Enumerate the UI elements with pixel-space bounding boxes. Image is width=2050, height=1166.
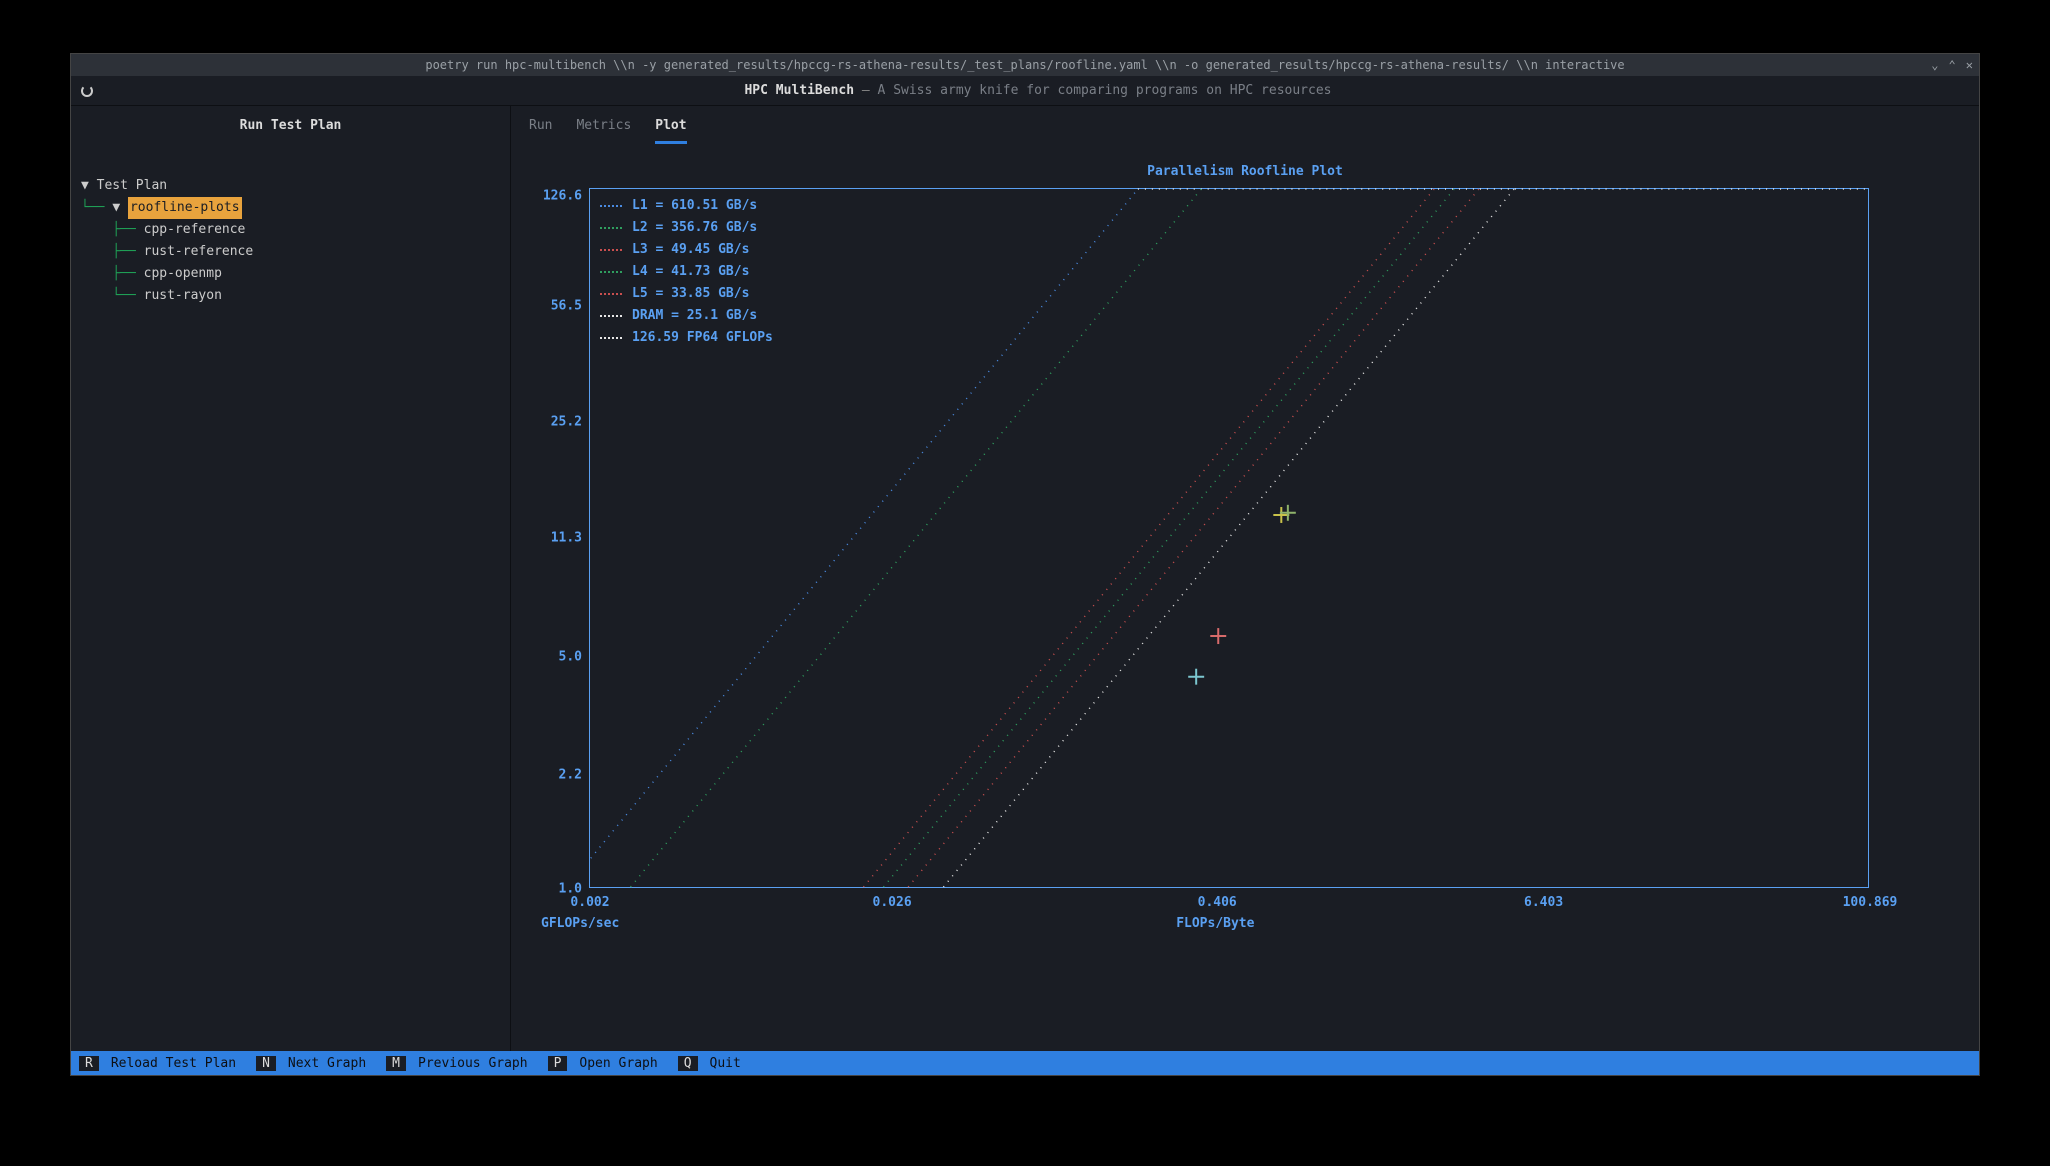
legend-label: L1 = 610.51 GB/s bbox=[632, 195, 757, 217]
roof-line-l4 bbox=[884, 189, 1455, 887]
footer-action: Reload Test Plan bbox=[107, 1056, 240, 1071]
x-axis-label: FLOPs/Byte bbox=[1176, 916, 1254, 931]
legend-row: 126.59 FP64 GFLOPs bbox=[600, 327, 773, 349]
main-panel: Run Metrics Plot Parallelism Roofline Plot… bbox=[511, 106, 1979, 1051]
headline-text: HPC MultiBench — A Swiss army knife for … bbox=[107, 83, 1969, 98]
legend-row: L3 = 49.45 GB/s bbox=[600, 239, 773, 261]
app-name: HPC MultiBench bbox=[744, 83, 854, 98]
footer-key-m[interactable]: M bbox=[386, 1056, 406, 1071]
close-icon[interactable]: ✕ bbox=[1966, 58, 1973, 72]
footer-action: Previous Graph bbox=[414, 1056, 532, 1071]
plot-area: Parallelism Roofline Plot L1 = 610.51 GB… bbox=[529, 164, 1961, 1041]
loading-spinner-icon bbox=[81, 85, 93, 97]
y-tick: 56.5 bbox=[551, 298, 590, 313]
roof-line-dram bbox=[943, 189, 1514, 887]
tree-root-label[interactable]: Test Plan bbox=[97, 175, 167, 197]
y-tick: 2.2 bbox=[559, 767, 590, 782]
sidebar: Run Test Plan ▼ Test Plan└── ▼ roofline-… bbox=[71, 106, 511, 1051]
legend-row: L5 = 33.85 GB/s bbox=[600, 283, 773, 305]
tree-item-rust-rayon[interactable]: rust-rayon bbox=[144, 285, 222, 307]
legend-label: 126.59 FP64 GFLOPs bbox=[632, 327, 773, 349]
tab-metrics[interactable]: Metrics bbox=[576, 118, 631, 141]
legend-row: L4 = 41.73 GB/s bbox=[600, 261, 773, 283]
x-tick: 0.026 bbox=[873, 887, 912, 910]
legend-row: DRAM = 25.1 GB/s bbox=[600, 305, 773, 327]
tab-run[interactable]: Run bbox=[529, 118, 552, 141]
legend-swatch-icon bbox=[600, 293, 622, 295]
marker-pt-a bbox=[1188, 669, 1204, 685]
tab-plot[interactable]: Plot bbox=[655, 118, 686, 144]
chart-title: Parallelism Roofline Plot bbox=[529, 164, 1961, 179]
tree-branch-icon: ├── bbox=[81, 263, 144, 285]
x-tick: 100.869 bbox=[1843, 887, 1898, 910]
minimize-icon[interactable]: ⌄ bbox=[1931, 58, 1938, 72]
legend-label: L2 = 356.76 GB/s bbox=[632, 217, 757, 239]
window-controls: ⌄ ⌃ ✕ bbox=[1931, 58, 1973, 72]
roofline-plot-svg bbox=[590, 189, 1868, 887]
x-tick: 0.406 bbox=[1198, 887, 1237, 910]
marker-pt-b bbox=[1210, 628, 1226, 644]
legend-row: L2 = 356.76 GB/s bbox=[600, 217, 773, 239]
legend-swatch-icon bbox=[600, 337, 622, 339]
tree-caret-icon[interactable]: ▼ bbox=[112, 197, 128, 219]
app-window: poetry run hpc-multibench \\n -y generat… bbox=[70, 53, 1980, 1076]
footer-key-r[interactable]: R bbox=[79, 1056, 99, 1071]
app-tagline: A Swiss army knife for comparing program… bbox=[878, 83, 1332, 98]
legend-row: L1 = 610.51 GB/s bbox=[600, 195, 773, 217]
legend-label: L3 = 49.45 GB/s bbox=[632, 239, 749, 261]
legend-swatch-icon bbox=[600, 315, 622, 317]
roof-line-l5 bbox=[908, 189, 1479, 887]
tree-branch-icon: ├── bbox=[81, 219, 144, 241]
legend-swatch-icon bbox=[600, 227, 622, 229]
legend-label: L5 = 33.85 GB/s bbox=[632, 283, 749, 305]
y-axis-label: GFLOPs/sec bbox=[541, 916, 619, 931]
tab-bar: Run Metrics Plot bbox=[511, 106, 1979, 148]
x-tick: 0.002 bbox=[570, 887, 609, 910]
footer-action: Open Graph bbox=[575, 1056, 661, 1071]
headline-dash: — bbox=[862, 83, 870, 98]
footer-key-n[interactable]: N bbox=[256, 1056, 276, 1071]
app-body: Run Test Plan ▼ Test Plan└── ▼ roofline-… bbox=[71, 106, 1979, 1051]
tree-branch-icon: └── bbox=[81, 285, 144, 307]
footer-action: Next Graph bbox=[284, 1056, 370, 1071]
sidebar-title: Run Test Plan bbox=[71, 106, 510, 145]
app-headline: HPC MultiBench — A Swiss army knife for … bbox=[71, 76, 1979, 106]
test-plan-tree[interactable]: ▼ Test Plan└── ▼ roofline-plots ├── cpp-… bbox=[71, 145, 510, 317]
y-tick: 25.2 bbox=[551, 415, 590, 430]
x-tick: 6.403 bbox=[1524, 887, 1563, 910]
titlebar-command: poetry run hpc-multibench \\n -y generat… bbox=[425, 58, 1624, 72]
y-tick: 5.0 bbox=[559, 649, 590, 664]
plot-legend: L1 = 610.51 GB/sL2 = 356.76 GB/sL3 = 49.… bbox=[600, 195, 773, 349]
plot-frame: L1 = 610.51 GB/sL2 = 356.76 GB/sL3 = 49.… bbox=[589, 188, 1869, 888]
footer-key-q[interactable]: Q bbox=[678, 1056, 698, 1071]
tree-item-rust-reference[interactable]: rust-reference bbox=[144, 241, 254, 263]
tree-item-cpp-openmp[interactable]: cpp-openmp bbox=[144, 263, 222, 285]
maximize-icon[interactable]: ⌃ bbox=[1949, 58, 1956, 72]
tree-branch-icon: ├── bbox=[81, 241, 144, 263]
legend-label: L4 = 41.73 GB/s bbox=[632, 261, 749, 283]
footer-action: Quit bbox=[706, 1056, 745, 1071]
titlebar: poetry run hpc-multibench \\n -y generat… bbox=[71, 54, 1979, 76]
legend-swatch-icon bbox=[600, 249, 622, 251]
tree-item-roofline-plots[interactable]: roofline-plots bbox=[128, 197, 242, 219]
tree-caret-icon[interactable]: ▼ bbox=[81, 175, 97, 197]
legend-swatch-icon bbox=[600, 205, 622, 207]
tree-item-cpp-reference[interactable]: cpp-reference bbox=[144, 219, 246, 241]
footer-bar: R Reload Test Plan N Next Graph M Previous Gr… bbox=[71, 1051, 1979, 1075]
legend-swatch-icon bbox=[600, 271, 622, 273]
roof-line-l3 bbox=[864, 189, 1435, 887]
footer-key-p[interactable]: P bbox=[548, 1056, 568, 1071]
legend-label: DRAM = 25.1 GB/s bbox=[632, 305, 757, 327]
y-tick: 126.6 bbox=[543, 189, 590, 204]
tree-branch-icon: └── bbox=[81, 197, 112, 219]
y-tick: 11.3 bbox=[551, 531, 590, 546]
